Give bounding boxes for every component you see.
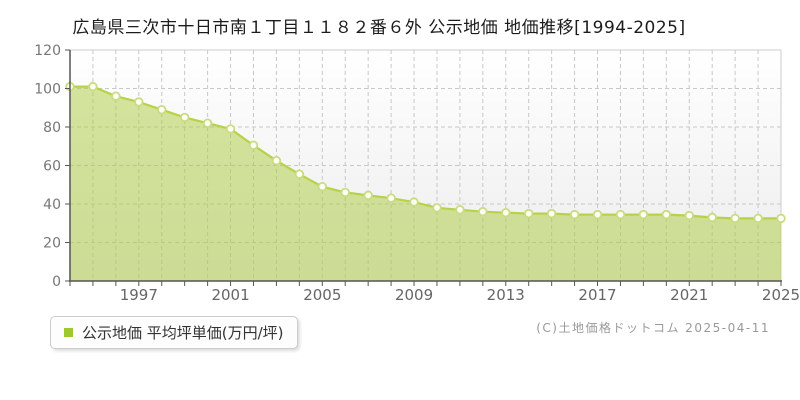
data-point	[455, 205, 465, 215]
data-point	[615, 209, 626, 220]
x-tick-label: 2017	[578, 286, 616, 304]
copyright-text: (C)土地価格ドットコム 2025-04-11	[536, 321, 770, 335]
x-tick-label: 2025	[762, 286, 800, 304]
data-point	[156, 104, 167, 115]
data-point	[501, 207, 511, 218]
y-tick-label: 60	[43, 159, 61, 175]
data-point	[271, 155, 282, 166]
data-point	[546, 208, 557, 219]
data-point	[592, 209, 603, 220]
data-point	[661, 209, 671, 220]
data-point	[386, 193, 396, 203]
data-point	[363, 190, 373, 200]
data-point	[432, 203, 442, 213]
x-tick-label: 2005	[303, 286, 341, 304]
data-point	[225, 124, 236, 134]
chart-title: 広島県三次市十日市南１丁目１１８２番６外 公示地価 地価推移[1994-2025…	[72, 18, 686, 38]
data-point	[569, 209, 580, 220]
data-point	[776, 213, 786, 224]
data-point	[294, 169, 305, 179]
data-point	[202, 118, 213, 128]
data-point	[317, 181, 327, 192]
data-point	[179, 112, 190, 123]
series-area	[70, 86, 781, 281]
data-point	[134, 97, 144, 107]
x-tick-label: 1997	[120, 286, 158, 304]
x-tick-label: 2009	[395, 286, 433, 304]
data-point	[524, 208, 534, 219]
y-tick-label: 20	[43, 236, 61, 252]
data-point	[707, 212, 717, 223]
data-point	[409, 197, 419, 207]
data-point	[638, 209, 649, 220]
data-point	[753, 213, 763, 224]
x-tick-label: 2021	[670, 286, 708, 304]
y-tick-label: 120	[34, 43, 61, 59]
data-point	[111, 91, 121, 101]
x-tick-label: 2013	[487, 286, 525, 304]
y-tick-label: 100	[34, 82, 61, 98]
legend-swatch-icon	[64, 328, 73, 337]
y-tick-label: 80	[43, 120, 61, 136]
data-point	[684, 210, 694, 221]
data-point	[248, 140, 259, 150]
y-tick-label: 0	[52, 274, 61, 290]
legend-label: 公示地価 平均坪単価(万円/坪)	[82, 324, 284, 342]
data-point	[730, 213, 740, 224]
data-point	[478, 206, 488, 217]
data-point	[340, 187, 350, 198]
data-point	[88, 81, 98, 92]
legend-box: 公示地価 平均坪単価(万円/坪)	[50, 316, 298, 349]
x-tick-label: 2001	[211, 286, 249, 304]
y-tick-label: 40	[43, 197, 61, 213]
